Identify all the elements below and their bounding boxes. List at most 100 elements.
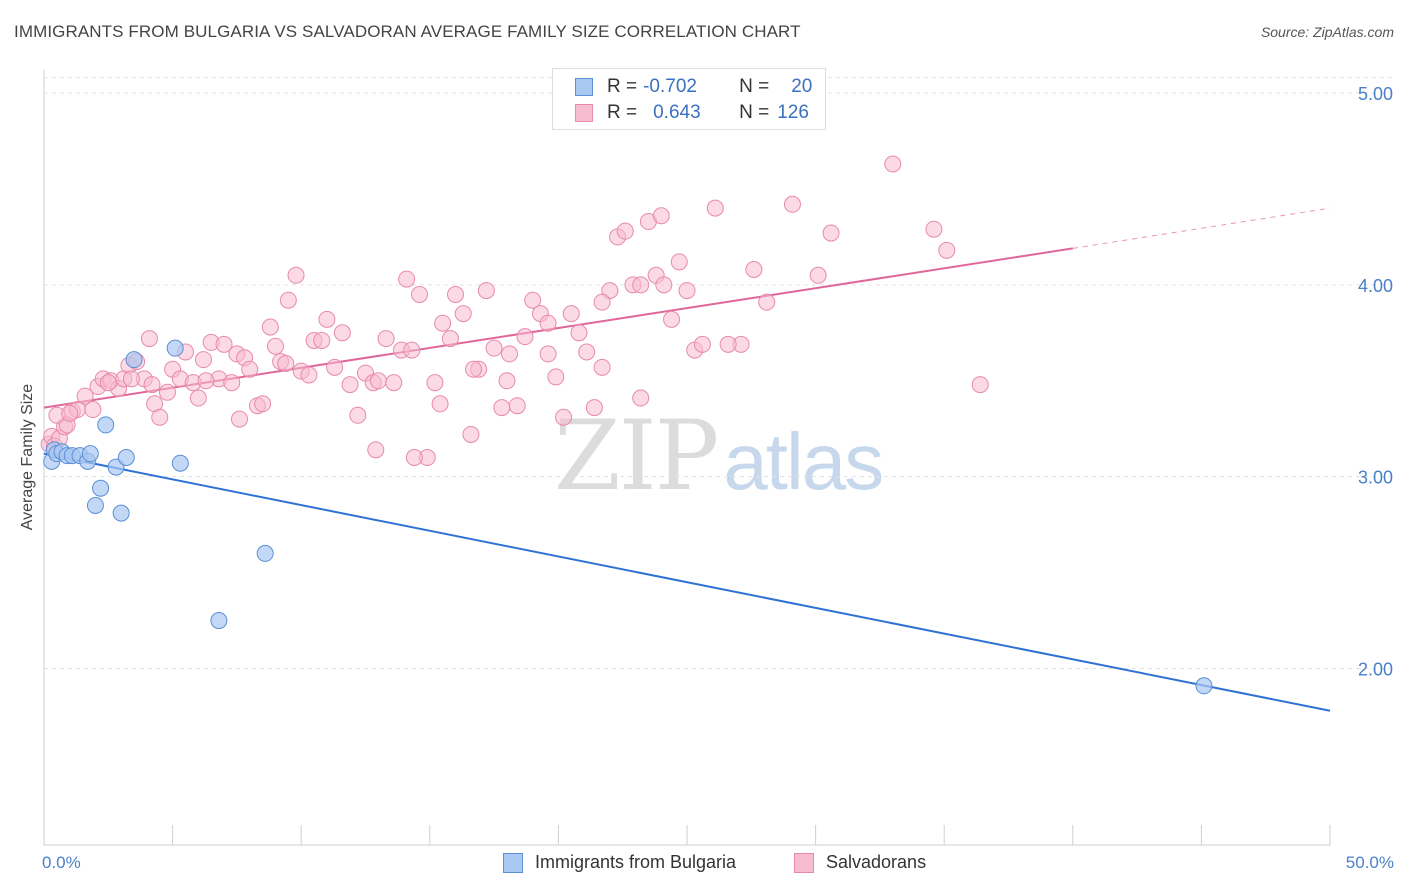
y-tick-label: 2.00	[1358, 660, 1393, 680]
salvadoran-point	[411, 285, 429, 303]
salvadoran-trend-extension	[1072, 207, 1331, 249]
salvadoran-points	[40, 155, 989, 466]
salvadoran-point	[230, 410, 248, 428]
bulgaria-point	[1195, 677, 1213, 695]
salvadoran-swatch	[575, 104, 593, 122]
salvadoran-point	[99, 374, 117, 392]
salvadoran-point	[377, 330, 395, 348]
n-label: N =	[739, 76, 770, 97]
watermark-atlas: atlas	[723, 417, 884, 506]
salvadoran-point	[477, 282, 495, 300]
n-value-salvadoran: 126	[777, 102, 809, 123]
salvadoran-point	[578, 343, 596, 361]
salvadoran-point	[287, 266, 305, 284]
legend-item-salvadoran: Salvadorans	[794, 852, 926, 873]
bulgaria-point	[86, 496, 104, 514]
salvadoran-point	[261, 318, 279, 336]
r-value-salvadoran: 0.643	[653, 102, 701, 123]
salvadoran-point	[925, 220, 943, 238]
salvadoran-point	[333, 324, 351, 342]
chart-title: IMMIGRANTS FROM BULGARIA VS SALVADORAN A…	[14, 22, 801, 41]
salvadoran-point	[143, 376, 161, 394]
salvadoran-point	[632, 389, 650, 407]
salvadoran-point	[809, 266, 827, 284]
r-label: R =	[607, 76, 638, 97]
correlation-legend: R = -0.702 N = 20 R = 0.643 N = 126	[552, 68, 826, 130]
bulgaria-point	[210, 612, 228, 630]
salvadoran-point	[593, 358, 611, 376]
salvadoran-point	[971, 376, 989, 394]
salvadoran-point	[758, 293, 776, 311]
salvadoran-legend-label: Salvadorans	[826, 852, 927, 872]
salvadoran-point	[341, 376, 359, 394]
bulgaria-legend-label: Immigrants from Bulgaria	[535, 852, 737, 872]
salvadoran-point	[369, 372, 387, 390]
salvadoran-point	[783, 195, 801, 213]
salvadoran-point	[670, 253, 688, 271]
salvadoran-point	[501, 345, 519, 363]
salvadoran-point	[822, 224, 840, 242]
x-tick-min: 0.0%	[42, 853, 81, 872]
salvadoran-point	[632, 276, 650, 294]
bulgaria-point	[117, 449, 135, 466]
salvadoran-point	[385, 374, 403, 392]
salvadoran-point	[508, 397, 526, 415]
salvadoran-point	[498, 372, 516, 390]
salvadoran-point	[454, 305, 472, 323]
watermark: ZIPatlas	[554, 400, 884, 512]
bulgaria-swatch	[575, 78, 593, 96]
salvadoran-point	[318, 310, 336, 328]
bulgaria-point	[81, 445, 99, 463]
salvadoran-point	[349, 406, 367, 424]
salvadoran-point	[516, 328, 534, 346]
r-label: R =	[607, 102, 638, 123]
salvadoran-legend-swatch	[794, 852, 814, 873]
salvadoran-point	[938, 241, 956, 259]
salvadoran-point	[663, 310, 681, 328]
salvadoran-point	[562, 305, 580, 323]
salvadoran-point	[76, 387, 94, 405]
legend-row-bulgaria: R = -0.702 N = 20	[575, 76, 812, 98]
salvadoran-point	[547, 368, 565, 386]
salvadoran-point	[279, 291, 297, 309]
salvadoran-point	[140, 330, 158, 348]
salvadoran-point	[61, 404, 79, 422]
salvadoran-point	[241, 360, 259, 378]
y-tick-labels: 2.00 3.00 4.00 5.00	[1358, 84, 1393, 679]
salvadoran-point	[326, 358, 344, 376]
salvadoran-point	[367, 441, 385, 459]
salvadoran-point	[215, 335, 233, 353]
salvadoran-point	[158, 383, 176, 401]
salvadoran-point	[884, 155, 902, 173]
salvadoran-point	[300, 366, 318, 384]
salvadoran-point	[266, 337, 284, 355]
bulgaria-point	[112, 504, 130, 522]
salvadoran-point	[719, 335, 737, 353]
salvadoran-point	[652, 207, 670, 225]
bulgaria-trend-line	[43, 452, 1331, 712]
y-tick-label: 4.00	[1358, 276, 1393, 296]
salvadoran-point	[189, 389, 207, 407]
watermark-zip: ZIP	[554, 400, 719, 512]
salvadoran-point	[441, 330, 459, 348]
salvadoran-point	[616, 222, 634, 240]
salvadoran-point	[693, 335, 711, 353]
bulgaria-points	[43, 339, 1213, 695]
salvadoran-point	[434, 314, 452, 332]
y-tick-label: 3.00	[1358, 468, 1393, 488]
axes	[43, 70, 1331, 846]
bulgaria-point	[97, 416, 115, 434]
source-label: Source: ZipAtlas.com	[1260, 24, 1394, 40]
salvadoran-point	[194, 351, 212, 369]
salvadoran-point	[555, 408, 573, 426]
salvadoran-point	[465, 360, 483, 378]
salvadoran-point	[254, 395, 272, 413]
bulgaria-point	[125, 351, 143, 369]
salvadoran-point	[405, 449, 423, 466]
salvadoran-point	[84, 401, 102, 419]
salvadoran-point	[539, 345, 557, 363]
r-value-bulgaria: -0.702	[643, 76, 697, 97]
salvadoran-point	[197, 372, 215, 390]
salvadoran-point	[678, 282, 696, 300]
